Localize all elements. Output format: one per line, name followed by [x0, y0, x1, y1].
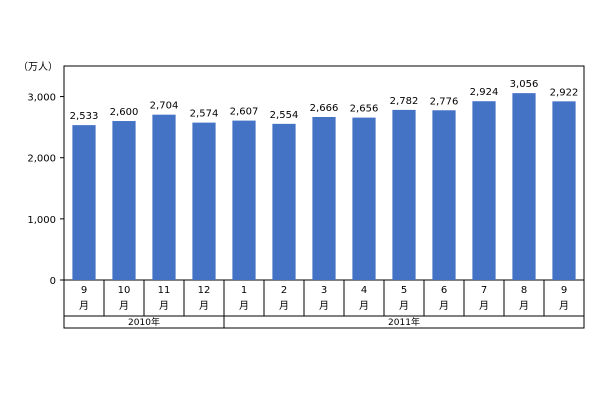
- x-tick-label-unit: 月: [279, 300, 289, 312]
- x-tick-label-number: 12: [198, 285, 211, 296]
- year-group-label: 2011年: [388, 316, 420, 328]
- x-tick-label-unit: 月: [479, 300, 489, 312]
- bar-value-label: 2,656: [350, 104, 379, 115]
- y-tick-label: 0: [50, 276, 56, 287]
- x-tick-label-unit: 月: [79, 300, 89, 312]
- bar: [192, 122, 216, 280]
- y-tick-label: 3,000: [27, 93, 56, 104]
- bar-value-label: 2,533: [70, 111, 99, 122]
- x-tick-label-number: 7: [481, 285, 487, 296]
- x-tick-label-unit: 月: [399, 300, 409, 312]
- x-tick-label-unit: 月: [159, 300, 169, 312]
- bar: [232, 120, 256, 280]
- bar: [272, 123, 296, 280]
- x-tick-label-number: 3: [321, 285, 327, 296]
- y-tick-label: 2,000: [27, 154, 56, 165]
- x-tick-label-number: 8: [521, 285, 527, 296]
- bar-value-label: 2,704: [150, 101, 179, 112]
- x-tick-label-number: 1: [241, 285, 247, 296]
- axes: 0 1,000 2,000 3,000 9 月 10 月 11 月 12 月 1 月 2 月 3 月 4 月 5 月 6 月 7…: [27, 93, 585, 329]
- bar: [392, 109, 416, 280]
- bar-value-label: 2,666: [310, 103, 339, 114]
- bar: [352, 117, 376, 280]
- bar-value-label: 2,574: [190, 109, 219, 120]
- x-tick-label-unit: 月: [519, 300, 529, 312]
- x-tick-label-number: 11: [158, 285, 171, 296]
- bar-value-label: 3,056: [510, 79, 539, 90]
- bar-value-label: 2,607: [230, 107, 259, 118]
- year-group-label: 2010年: [128, 316, 160, 328]
- y-axis-unit-label: （万人）: [18, 61, 58, 73]
- x-tick-label-number: 6: [441, 285, 447, 296]
- bar: [552, 101, 576, 280]
- x-tick-label-unit: 月: [439, 300, 449, 312]
- x-tick-label-unit: 月: [559, 300, 569, 312]
- bar: [472, 101, 496, 280]
- bar: [512, 93, 536, 280]
- x-tick-label-unit: 月: [239, 300, 249, 312]
- bar: [312, 116, 336, 281]
- x-tick-label-number: 9: [81, 285, 87, 296]
- bar-value-label: 2,924: [470, 87, 499, 98]
- bar: [432, 110, 456, 280]
- x-tick-label-number: 2: [281, 285, 287, 296]
- x-tick-label-unit: 月: [119, 300, 129, 312]
- x-tick-label-number: 10: [118, 285, 131, 296]
- year-group-box: [223, 315, 585, 329]
- x-tick-label-unit: 月: [319, 300, 329, 312]
- bar: [112, 121, 136, 281]
- x-tick-label-number: 4: [361, 285, 367, 296]
- bar-value-label: 2,782: [390, 96, 419, 107]
- x-tick-label-number: 9: [561, 285, 567, 296]
- bars: 2,533 2,600 2,704 2,574 2,607 2,554 2,666 2,656…: [70, 79, 579, 281]
- bar: [152, 114, 176, 281]
- bar-value-label: 2,554: [270, 110, 299, 121]
- bar-value-label: 2,776: [430, 96, 459, 107]
- bar-value-label: 2,922: [550, 87, 579, 98]
- bar-value-label: 2,600: [110, 107, 139, 118]
- x-tick-label-unit: 月: [359, 300, 369, 312]
- x-tick-label-unit: 月: [199, 300, 209, 312]
- x-tick-label-number: 5: [401, 285, 407, 296]
- bar: [72, 125, 96, 280]
- y-tick-label: 1,000: [27, 215, 56, 226]
